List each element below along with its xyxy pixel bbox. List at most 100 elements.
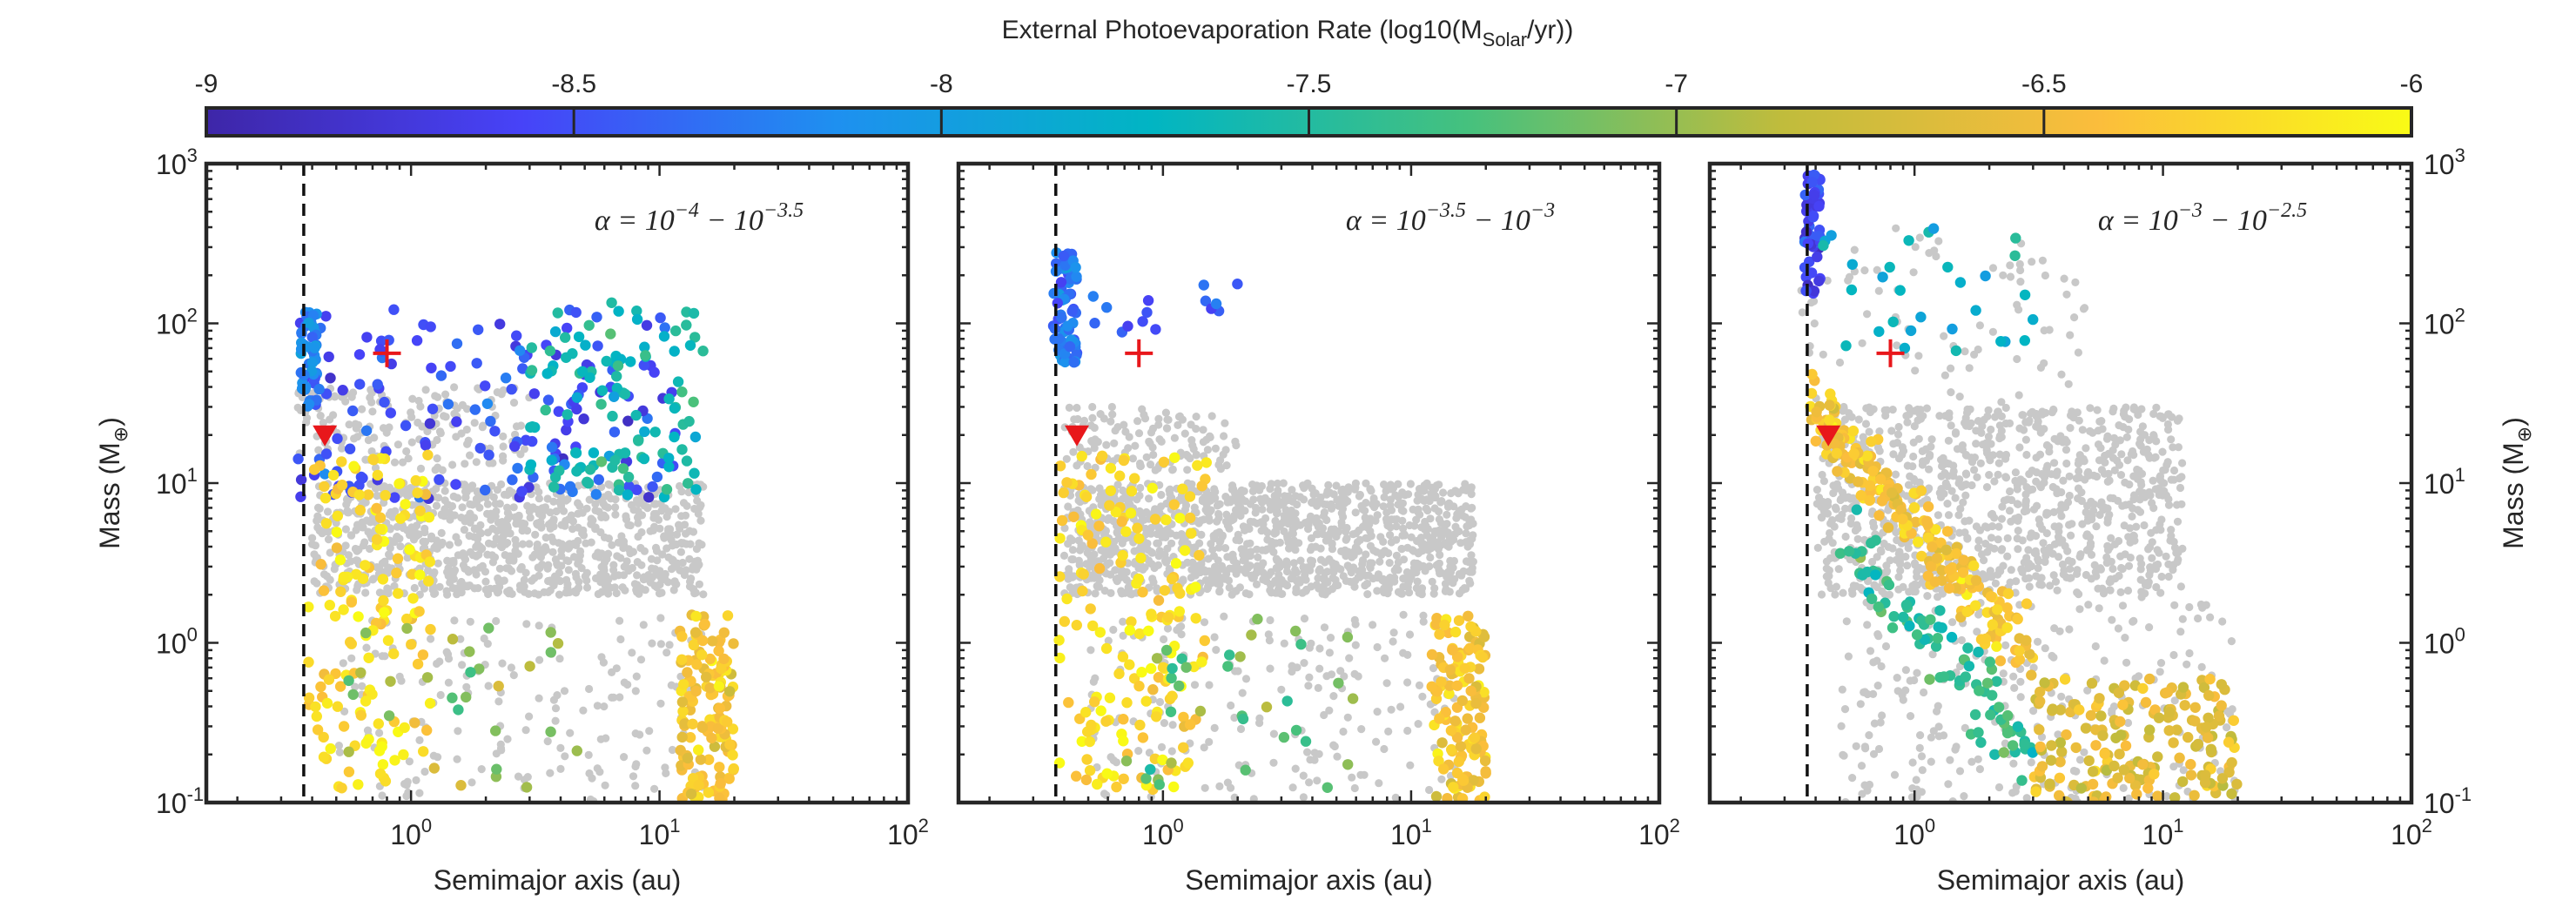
scatter-point <box>491 512 500 521</box>
scatter-point <box>2046 581 2055 590</box>
scatter-point <box>420 767 429 776</box>
scatter-point <box>364 436 373 445</box>
scatter-point <box>1110 507 1122 518</box>
scatter-point <box>1290 724 1302 736</box>
scatter-point <box>399 458 407 467</box>
scatter-point <box>1367 487 1375 495</box>
scatter-point <box>1264 630 1273 639</box>
scatter-point <box>1053 635 1065 646</box>
scatter-point <box>506 384 517 395</box>
scatter-point <box>633 558 642 567</box>
scatter-point <box>1894 573 1903 581</box>
scatter-point <box>1087 620 1099 632</box>
cluster-mixed-lower <box>1120 614 1359 793</box>
scatter-point <box>1474 712 1486 723</box>
scatter-point <box>1163 624 1173 633</box>
scatter-point <box>647 480 658 493</box>
scatter-point <box>481 398 494 409</box>
scatter-point <box>360 627 372 639</box>
triangle-marker <box>313 425 338 447</box>
scatter-point <box>1175 412 1184 420</box>
scatter-point <box>1994 470 2002 480</box>
scatter-point <box>350 434 359 443</box>
scatter-point <box>2065 521 2074 529</box>
scatter-point <box>1369 574 1377 583</box>
scatter-point <box>1967 757 1976 766</box>
scatter-point <box>2169 650 2178 660</box>
scatter-point <box>344 551 353 560</box>
scatter-point <box>2038 410 2047 419</box>
scatter-point <box>1347 568 1355 577</box>
scatter-point <box>1829 488 1838 498</box>
scatter-point <box>689 627 702 638</box>
scatter-point <box>429 751 438 760</box>
scatter-point <box>1237 545 1246 554</box>
scatter-point <box>1054 460 1066 472</box>
scatter-point <box>1102 790 1111 800</box>
scatter-point <box>1119 617 1127 626</box>
scatter-point <box>1165 486 1174 494</box>
scatter-point <box>1838 510 1846 519</box>
scatter-point <box>379 607 390 618</box>
scatter-point <box>1383 589 1392 598</box>
scatter-point <box>1834 565 1843 574</box>
scatter-point <box>1418 692 1427 701</box>
scatter-point <box>410 583 419 593</box>
scatter-point <box>638 453 650 465</box>
scatter-point <box>2049 571 2058 580</box>
scatter-point <box>2040 425 2048 433</box>
scatter-point <box>617 532 626 541</box>
scatter-point <box>492 616 501 626</box>
scatter-point <box>632 672 641 681</box>
scatter-point <box>369 574 378 583</box>
scatter-point <box>1174 606 1186 617</box>
scatter-point <box>551 555 561 564</box>
scatter-point <box>2029 505 2039 514</box>
scatter-point <box>1903 561 1912 570</box>
scatter-point <box>1293 501 1301 509</box>
scatter-point <box>592 340 603 352</box>
scatter-point <box>2017 565 2026 574</box>
scatter-point <box>1151 466 1160 474</box>
scatter-point <box>1911 580 1920 588</box>
scatter-point <box>715 777 726 789</box>
colorbar-ticks: -9 -8.5 -8 -7.5 -7 -6.5 -6 <box>195 70 2423 136</box>
scatter-point <box>1216 465 1225 474</box>
scatter-point <box>1436 498 1445 507</box>
scatter-point <box>620 753 629 762</box>
scatter-point <box>1865 731 1873 740</box>
scatter-point <box>1882 406 1892 414</box>
scatter-point <box>1082 529 1094 541</box>
scatter-point <box>1133 417 1142 426</box>
scatter-point <box>1832 582 1840 591</box>
scatter-point <box>1819 477 1828 486</box>
scatter-point <box>353 547 361 555</box>
scatter-point <box>414 606 425 617</box>
scatter-point <box>1107 402 1116 412</box>
scatter-point <box>513 516 521 525</box>
scatter-point <box>1256 494 1265 503</box>
scatter-point <box>1970 454 1979 462</box>
scatter-point <box>1266 664 1275 673</box>
scatter-point <box>2170 543 2180 552</box>
scatter-point <box>2121 478 2129 487</box>
scatter-point <box>1987 522 1997 531</box>
scatter-point <box>618 583 627 592</box>
scatter-point <box>636 655 646 664</box>
scatter-point <box>2167 526 2176 534</box>
scatter-point <box>1888 406 1897 414</box>
scatter-point <box>1116 516 1128 527</box>
scatter-point <box>605 480 614 489</box>
scatter-point <box>1075 546 1085 554</box>
scatter-point <box>507 663 516 672</box>
scatter-point <box>595 553 604 561</box>
scatter-point <box>1396 589 1405 598</box>
scatter-point <box>541 368 553 380</box>
scatter-point <box>634 519 642 527</box>
scatter-point <box>1994 407 2002 416</box>
scatter-point <box>1196 480 1207 492</box>
scatter-point <box>368 407 377 416</box>
scatter-point <box>1441 539 1449 548</box>
scatter-point <box>499 533 508 541</box>
scatter-point <box>418 746 429 757</box>
